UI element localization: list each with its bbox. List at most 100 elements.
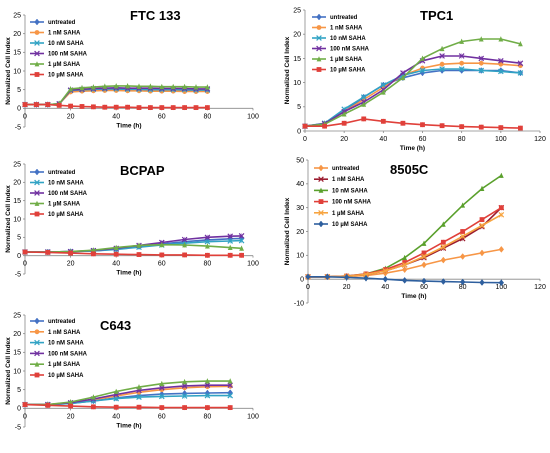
data-point [460,202,466,208]
data-point [421,277,427,285]
y-tick-label: 5 [17,235,21,242]
data-point [193,84,199,90]
chart-panel-2: 0 5 10 15 20 25 0 20 40 60 80 100 120 Time (h) Normali… [284,7,546,152]
legend-label: 1 µM SAHA [48,362,81,368]
data-point [136,105,142,110]
data-point [440,278,447,285]
data-point [68,399,73,405]
series-4 [302,53,524,129]
legend-marker [318,220,324,228]
data-point [479,217,485,222]
data-point [420,55,425,61]
data-point [193,105,199,110]
data-point [439,61,445,67]
x-tick-label: 40 [381,284,389,291]
legend-label: 1 nM SAHA [332,177,365,183]
x-tick-label: 100 [247,261,259,268]
x-tick-label: 0 [23,261,27,268]
series-line [25,380,231,406]
legend-label: untreated [48,20,76,26]
data-point [421,253,427,260]
y-tick-label: 30 [296,205,304,212]
data-point [91,404,96,410]
legend-marker [316,13,322,21]
legend-marker [34,329,40,335]
data-point [102,104,108,110]
data-point [420,122,425,128]
legend-label: 10 nM SAHA [48,41,84,47]
legend-label: 1 nM SAHA [330,26,363,32]
legend-label: 1 nM SAHA [48,31,81,37]
data-point [322,123,327,129]
legend: untreated 1 nM SAHA 10 nM SAHA 100 nM SAHA 1… [30,18,88,79]
data-point [439,123,445,129]
legend-label: 10 µM SAHA [332,222,368,228]
series-line [305,118,521,129]
data-point [181,383,188,389]
x-tick-label: 20 [67,413,75,420]
legend-marker [316,67,322,72]
data-point [113,244,119,250]
x-tick-label: 60 [420,284,428,291]
series-6 [305,273,505,287]
data-point [440,244,447,250]
data-point [421,240,427,246]
legend-marker [34,317,40,325]
data-point [113,104,119,110]
data-point [159,252,165,258]
y-tick-label: 25 [13,161,21,168]
data-point [79,85,85,91]
data-point [419,67,426,74]
legend-marker [316,25,322,30]
data-point [421,261,427,269]
data-point [170,83,176,90]
x-tick-label: 0 [23,413,27,420]
legend-marker [34,30,40,35]
y-tick-label: 15 [13,350,21,357]
legend-marker [318,164,324,172]
data-point [458,66,465,72]
data-point [22,402,28,407]
data-point [479,185,485,191]
x-tick-label: 0 [303,136,307,143]
data-point [136,384,142,390]
x-tick-label: 20 [343,284,351,291]
data-point [182,83,187,90]
data-point [459,124,465,130]
data-point [205,252,210,258]
data-point [227,244,233,250]
legend-label: 100 nM SAHA [48,52,88,58]
legend-marker [34,50,40,57]
data-point [440,221,446,227]
data-point [478,55,485,62]
y-tick-label: -5 [15,124,21,131]
data-point [498,36,504,42]
y-tick-label: 10 [296,253,304,260]
legend-marker [318,176,324,183]
legend-marker [34,18,40,26]
data-point [79,104,85,109]
data-point [136,83,142,89]
legend-marker [316,35,322,41]
y-tick-label: 50 [296,157,304,164]
legend-marker [34,61,40,67]
data-point [517,60,524,67]
data-point [459,38,465,44]
x-tick-label: 120 [534,284,546,291]
data-point [498,245,505,253]
data-point [440,239,446,245]
data-point [227,252,233,258]
data-point [227,405,233,410]
data-point [361,116,367,122]
legend-label: 10 µM SAHA [48,373,84,379]
y-tick-label: -10 [294,300,304,307]
data-point [125,83,130,89]
x-tick-label: 0 [23,113,27,120]
legend-marker [34,190,40,196]
data-point [91,84,96,90]
data-point [182,252,187,258]
y-tick-label: 20 [13,180,21,187]
legend-label: 1 µM SAHA [48,62,81,68]
data-point [159,380,165,387]
data-point [517,70,524,76]
